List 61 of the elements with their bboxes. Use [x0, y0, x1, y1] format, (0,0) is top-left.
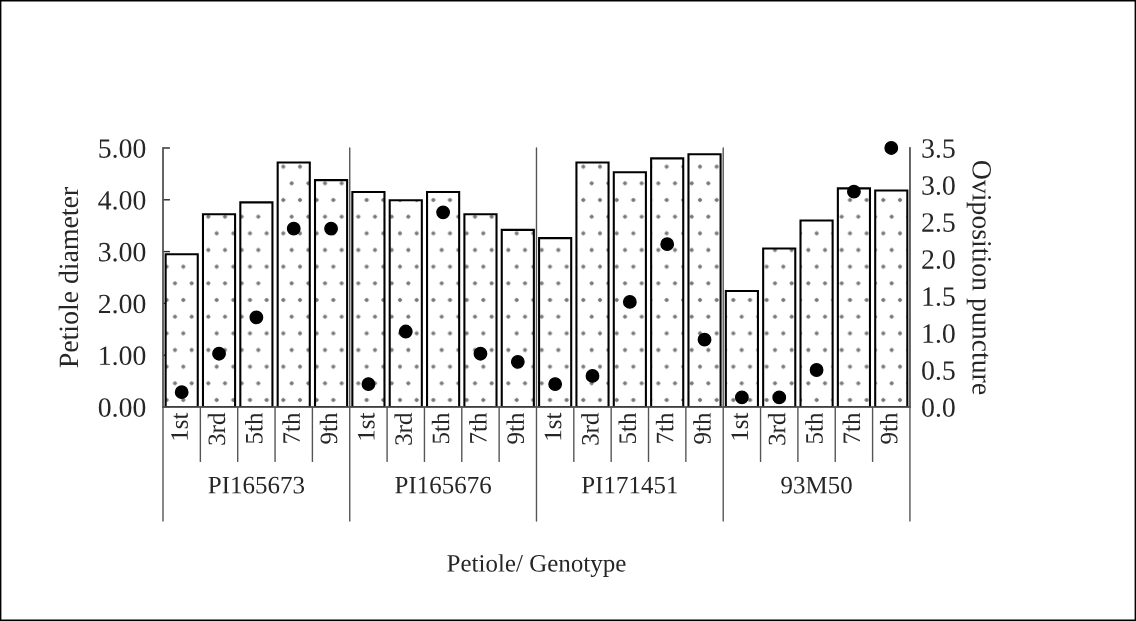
point — [622, 295, 637, 309]
point — [398, 324, 413, 339]
text: PI165673 — [208, 476, 305, 494]
x-tick-label: 3rd — [581, 412, 599, 445]
x-tick-label: 7th — [469, 412, 487, 443]
x-tick-label: 9th — [506, 412, 525, 444]
y-tick-label: 3.00 — [99, 242, 146, 262]
x-tick-label: 9th — [879, 412, 898, 444]
point — [847, 184, 861, 199]
x-tick-label: 5th — [431, 412, 450, 444]
x-tick-label: 3rd — [767, 412, 786, 445]
point — [436, 205, 451, 220]
point — [473, 346, 488, 361]
x-axis-title: Petiole/ Genotype — [447, 554, 626, 577]
x-tick-label: 3rd — [394, 412, 413, 445]
y2-tick-label: 1.5 — [923, 287, 955, 307]
x-tick-label: 1st — [171, 412, 188, 440]
text: PI171451 — [581, 476, 677, 494]
point — [734, 390, 749, 405]
x-tick-label: 7th — [282, 412, 300, 443]
x-tick-label: 5th — [805, 412, 823, 444]
y-tick-label: 1.00 — [100, 346, 146, 366]
text: 93M50 — [781, 476, 852, 494]
point — [286, 221, 301, 236]
point — [660, 237, 675, 252]
point — [324, 221, 338, 236]
x-tick-label: 9th — [693, 412, 711, 444]
x-tick-label: 7th — [842, 412, 861, 443]
text: PI165676 — [395, 476, 491, 494]
x-tick-label: 3rd — [207, 412, 226, 445]
y2-tick-label: 2.5 — [922, 213, 955, 233]
y2-tick-label: 0.5 — [922, 361, 955, 381]
x-tick-label: 5th — [245, 412, 263, 444]
point — [249, 310, 264, 325]
x-tick-label: 7th — [655, 412, 674, 443]
y2-tick-label: 1.0 — [923, 324, 955, 344]
y2-tick-label: 3.5 — [922, 139, 955, 159]
y-axis-title: Petiole diameter — [58, 187, 79, 368]
x-tick-label: 1st — [731, 412, 749, 440]
point — [697, 332, 712, 347]
y2-axis-title: Oviposition puncture — [966, 160, 991, 395]
y2-tick-label: 3.0 — [922, 176, 955, 196]
y-tick-label: 2.00 — [98, 294, 146, 314]
point — [510, 354, 525, 369]
point — [809, 363, 824, 377]
x-tick-label: 1st — [544, 412, 562, 440]
point — [585, 369, 600, 383]
point — [772, 390, 787, 405]
point — [361, 377, 376, 391]
x-tick-label: 1st — [357, 412, 375, 440]
point — [548, 377, 563, 391]
y2-tick-label: 0.0 — [922, 398, 955, 418]
x-tick-label: 5th — [618, 412, 637, 444]
x-tick-label: 9th — [319, 412, 338, 444]
point — [212, 346, 226, 361]
y-tick-label: 4.00 — [98, 190, 146, 210]
y-tick-label: 5.00 — [99, 139, 146, 159]
y-tick-label: 0.00 — [98, 398, 146, 418]
y2-tick-label: 2.0 — [922, 250, 955, 270]
point — [884, 141, 899, 155]
point — [174, 385, 189, 400]
